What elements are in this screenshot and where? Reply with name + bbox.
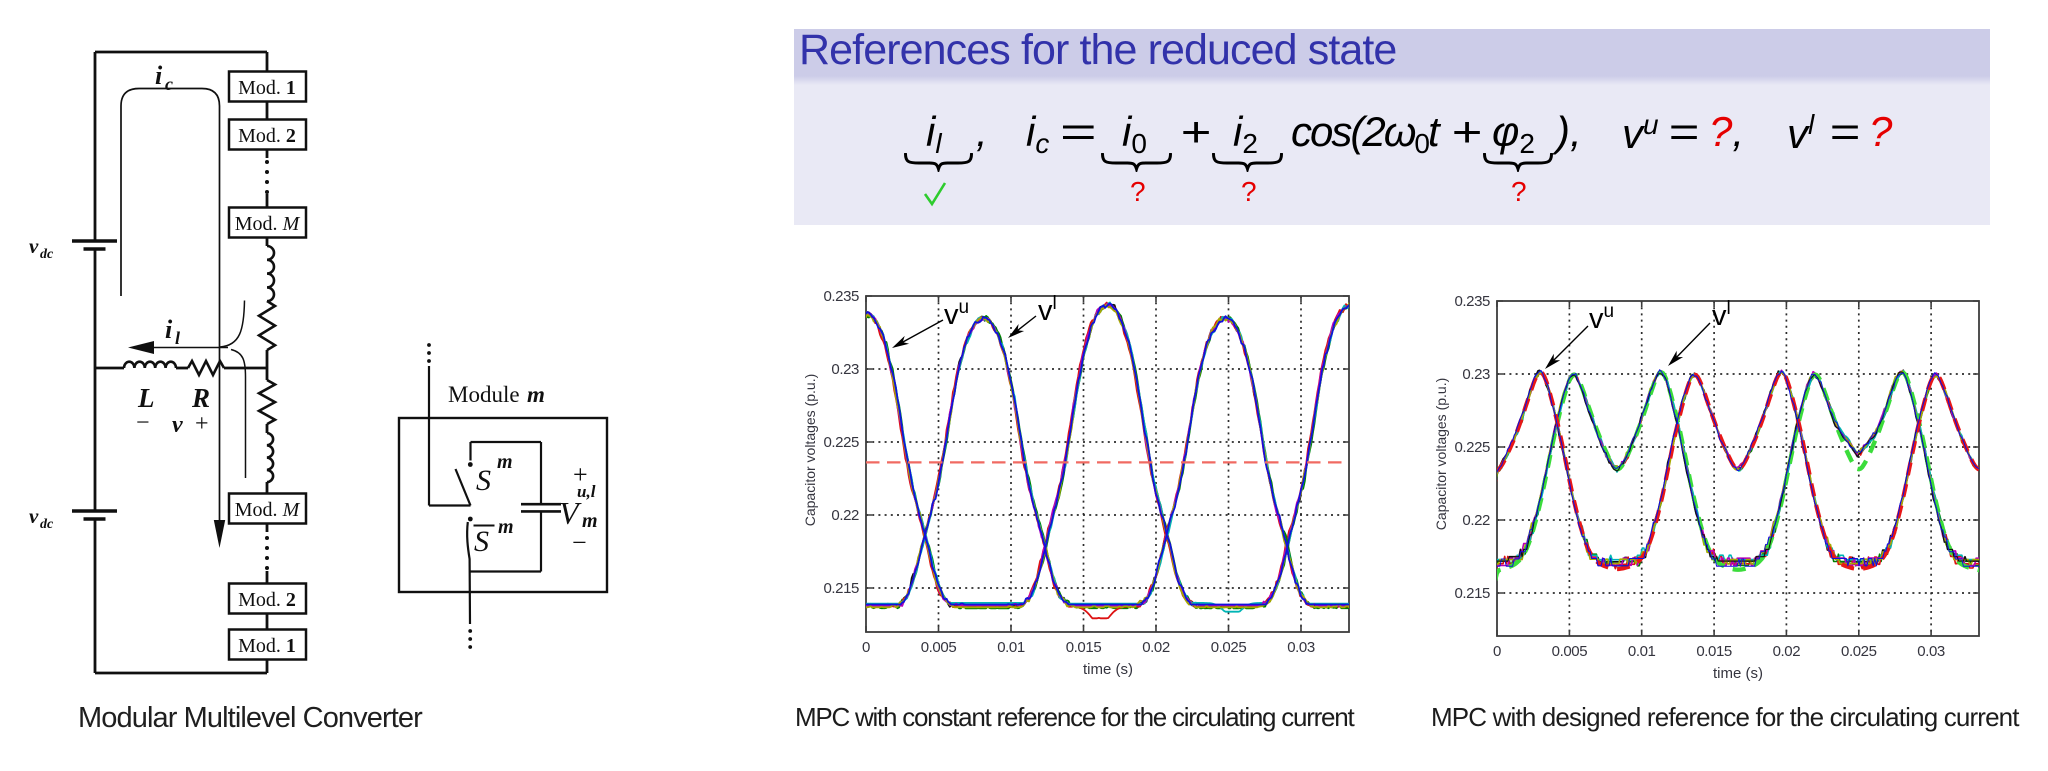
svg-text:S: S xyxy=(476,464,491,497)
svg-text:Capacitor voltages (p.u.): Capacitor voltages (p.u.) xyxy=(1433,378,1449,531)
svg-text:vl: vl xyxy=(1038,293,1057,327)
svg-text:0.235: 0.235 xyxy=(823,288,859,305)
svg-text:0.22: 0.22 xyxy=(1462,512,1490,529)
svg-text:Capacitor voltages (p.u.): Capacitor voltages (p.u.) xyxy=(802,374,818,527)
svg-text:−: − xyxy=(136,410,150,436)
svg-text:−: − xyxy=(572,528,587,557)
svg-text:Mod. M: Mod. M xyxy=(235,499,301,521)
svg-text:+: + xyxy=(573,460,588,489)
svg-text:Mod. 2: Mod. 2 xyxy=(238,589,296,611)
svg-text:v: v xyxy=(172,412,183,438)
svg-text:0.23: 0.23 xyxy=(831,361,859,378)
svg-text:0.015: 0.015 xyxy=(1696,643,1732,660)
svg-text:time (s): time (s) xyxy=(1083,661,1133,678)
svg-text:time (s): time (s) xyxy=(1713,665,1763,682)
svg-text:v: v xyxy=(29,504,39,528)
svg-text:+: + xyxy=(195,411,209,437)
svg-text:0.03: 0.03 xyxy=(1917,643,1945,660)
svg-text:0.235: 0.235 xyxy=(1454,293,1490,310)
svg-text:0.005: 0.005 xyxy=(1552,643,1588,660)
svg-text:Mod. 1: Mod. 1 xyxy=(238,77,296,99)
svg-text:m: m xyxy=(527,382,545,407)
svg-text:m: m xyxy=(498,516,514,538)
svg-text:0: 0 xyxy=(862,639,870,656)
svg-text:i: i xyxy=(165,315,173,344)
svg-text:vl: vl xyxy=(1712,298,1731,332)
svg-text:c: c xyxy=(165,74,173,94)
svg-text:S: S xyxy=(474,525,489,558)
svg-text:0.025: 0.025 xyxy=(1841,643,1877,660)
svg-text:0.215: 0.215 xyxy=(1454,585,1490,602)
svg-text:Mod. 1: Mod. 1 xyxy=(238,635,296,657)
svg-text:0: 0 xyxy=(1493,643,1501,660)
svg-text:0.22: 0.22 xyxy=(831,507,859,524)
svg-text:Mod. 2: Mod. 2 xyxy=(238,125,296,147)
svg-text:i: i xyxy=(155,61,163,90)
svg-text:0.005: 0.005 xyxy=(921,639,957,656)
svg-text:0.225: 0.225 xyxy=(823,434,859,451)
svg-text:V: V xyxy=(559,495,582,531)
svg-text:0.01: 0.01 xyxy=(997,639,1025,656)
svg-text:m: m xyxy=(497,451,513,473)
svg-text:u,l: u,l xyxy=(577,482,596,501)
svg-text:0.23: 0.23 xyxy=(1462,366,1490,383)
svg-text:0.025: 0.025 xyxy=(1211,639,1247,656)
svg-text:vu: vu xyxy=(944,297,969,331)
svg-text:R: R xyxy=(191,383,210,413)
svg-text:0.215: 0.215 xyxy=(823,580,859,597)
svg-text:0.02: 0.02 xyxy=(1773,643,1801,660)
svg-text:dc: dc xyxy=(40,247,54,262)
svg-text:dc: dc xyxy=(40,517,54,532)
svg-text:0.03: 0.03 xyxy=(1287,639,1315,656)
svg-text:L: L xyxy=(137,383,155,413)
svg-text:0.225: 0.225 xyxy=(1454,439,1490,456)
svg-text:l: l xyxy=(175,328,180,348)
svg-text:vu: vu xyxy=(1589,301,1614,335)
svg-text:0.01: 0.01 xyxy=(1628,643,1656,660)
svg-text:Module: Module xyxy=(448,382,520,407)
svg-text:m: m xyxy=(582,510,598,532)
svg-text:0.015: 0.015 xyxy=(1066,639,1102,656)
svg-text:0.02: 0.02 xyxy=(1142,639,1170,656)
svg-text:v: v xyxy=(29,234,39,258)
svg-text:Mod. M: Mod. M xyxy=(235,213,301,235)
